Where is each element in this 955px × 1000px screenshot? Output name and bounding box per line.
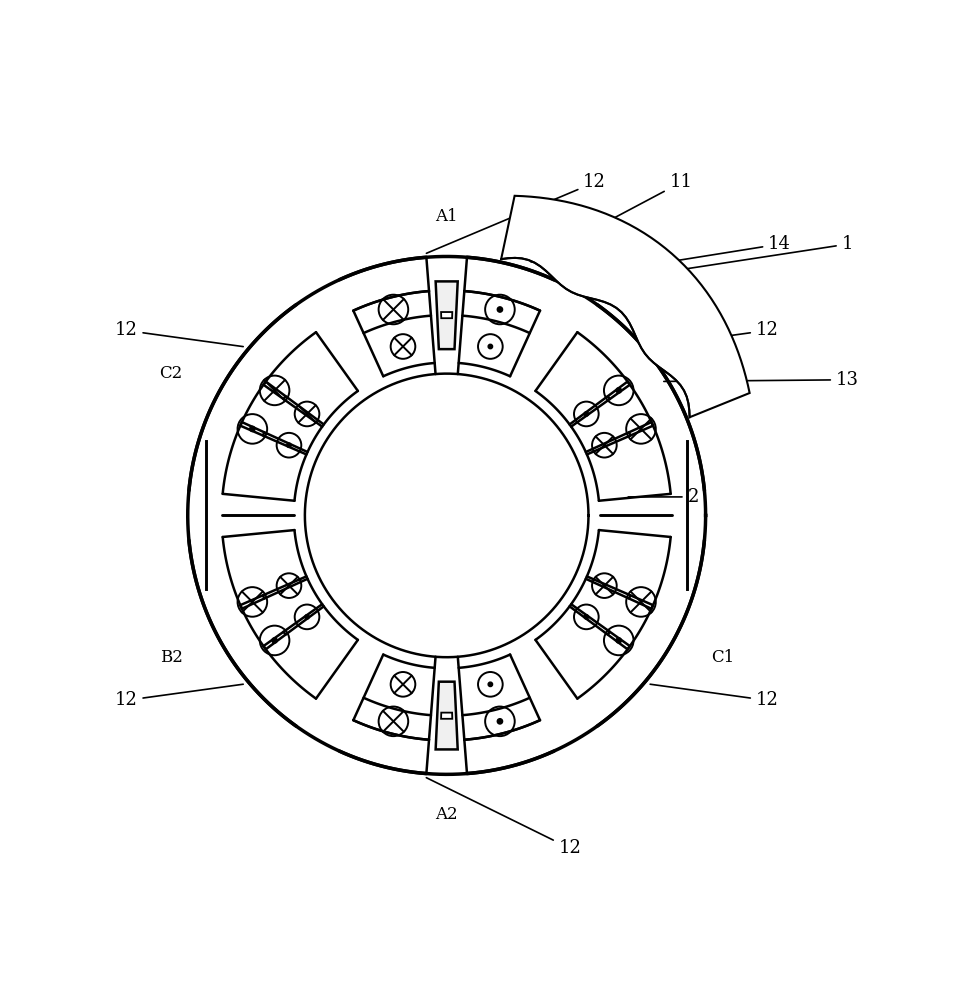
Text: 14: 14 (588, 235, 791, 275)
Circle shape (249, 426, 255, 432)
Text: A2: A2 (435, 806, 458, 823)
Circle shape (498, 719, 502, 724)
Text: 1: 1 (651, 235, 853, 274)
Polygon shape (435, 682, 457, 749)
Circle shape (498, 307, 502, 312)
Text: 12: 12 (115, 321, 244, 347)
Polygon shape (441, 312, 453, 318)
Circle shape (286, 443, 291, 447)
Circle shape (488, 682, 493, 687)
Text: 11: 11 (531, 173, 692, 262)
Circle shape (616, 638, 622, 643)
Circle shape (305, 615, 309, 619)
Text: 12: 12 (426, 778, 582, 857)
Text: 12: 12 (650, 321, 778, 347)
Polygon shape (501, 196, 750, 417)
Text: 12: 12 (115, 684, 244, 709)
Text: 12: 12 (426, 173, 606, 253)
Circle shape (272, 638, 277, 643)
Circle shape (584, 615, 588, 619)
Circle shape (616, 388, 622, 393)
Text: 12: 12 (650, 684, 778, 709)
Text: 13: 13 (664, 371, 859, 389)
Text: B1: B1 (711, 365, 733, 382)
Polygon shape (435, 281, 457, 349)
Text: 2: 2 (628, 488, 699, 506)
Polygon shape (441, 713, 453, 719)
Text: C1: C1 (711, 649, 734, 666)
Text: A1: A1 (435, 208, 458, 225)
Circle shape (584, 412, 588, 416)
Circle shape (488, 344, 493, 349)
Text: C2: C2 (159, 365, 182, 382)
Text: B2: B2 (159, 649, 182, 666)
